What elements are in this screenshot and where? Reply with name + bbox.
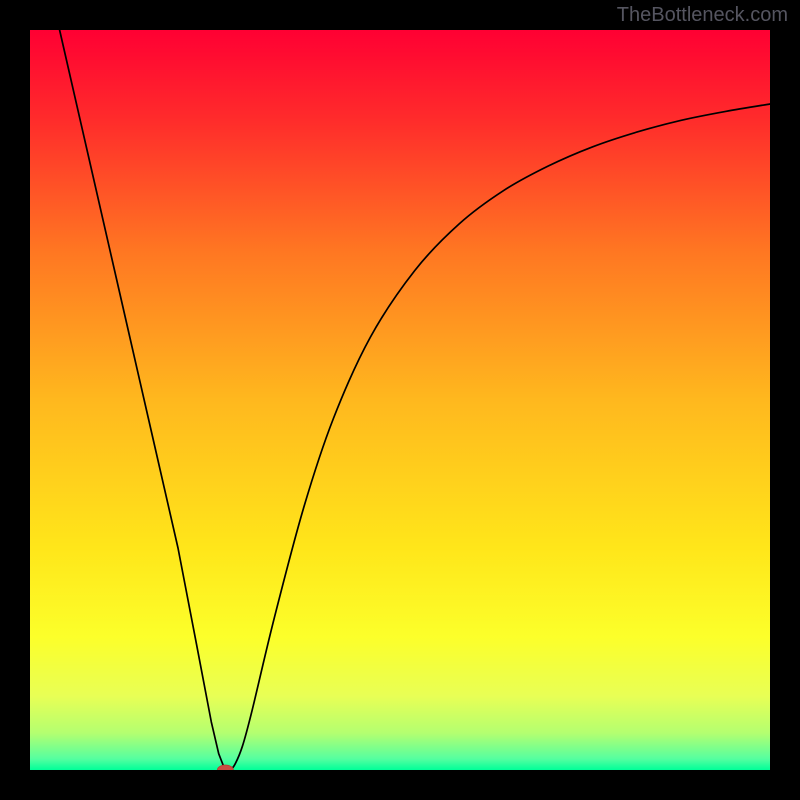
bottleneck-chart <box>0 0 800 800</box>
chart-background <box>30 30 770 770</box>
chart-container: TheBottleneck.com <box>0 0 800 800</box>
